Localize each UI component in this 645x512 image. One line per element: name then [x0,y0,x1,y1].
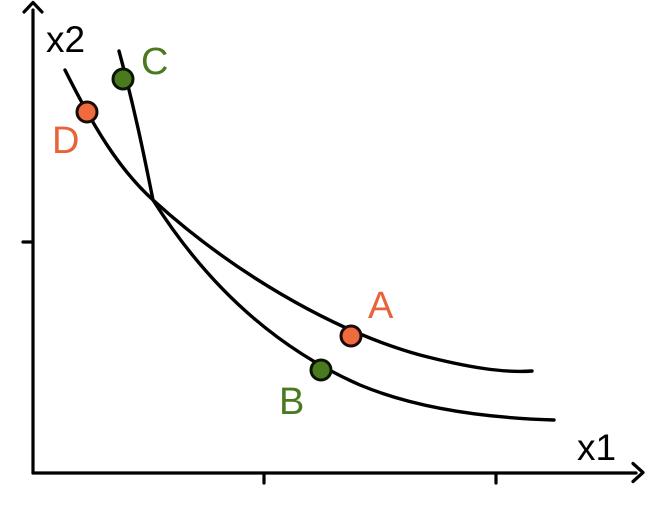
svg-text:C: C [141,41,168,83]
svg-text:B: B [279,381,304,423]
svg-text:A: A [368,285,394,327]
svg-text:x1: x1 [577,427,616,468]
svg-text:D: D [52,120,79,162]
svg-text:x2: x2 [46,19,85,60]
